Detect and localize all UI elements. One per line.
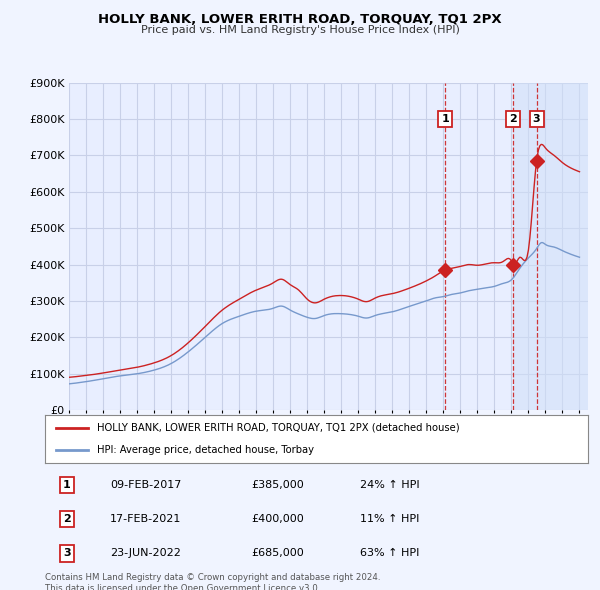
Text: 24% ↑ HPI: 24% ↑ HPI (360, 480, 419, 490)
Text: 09-FEB-2017: 09-FEB-2017 (110, 480, 182, 490)
Text: 2: 2 (63, 514, 71, 524)
Text: 2: 2 (509, 114, 517, 124)
Text: £385,000: £385,000 (251, 480, 304, 490)
Text: 3: 3 (63, 549, 71, 558)
Text: £400,000: £400,000 (251, 514, 304, 524)
Text: HOLLY BANK, LOWER ERITH ROAD, TORQUAY, TQ1 2PX (detached house): HOLLY BANK, LOWER ERITH ROAD, TORQUAY, T… (97, 423, 459, 433)
Text: 17-FEB-2021: 17-FEB-2021 (110, 514, 182, 524)
Text: Price paid vs. HM Land Registry's House Price Index (HPI): Price paid vs. HM Land Registry's House … (140, 25, 460, 35)
Text: 3: 3 (533, 114, 541, 124)
Text: 11% ↑ HPI: 11% ↑ HPI (360, 514, 419, 524)
Text: HOLLY BANK, LOWER ERITH ROAD, TORQUAY, TQ1 2PX: HOLLY BANK, LOWER ERITH ROAD, TORQUAY, T… (98, 13, 502, 26)
Text: HPI: Average price, detached house, Torbay: HPI: Average price, detached house, Torb… (97, 445, 314, 455)
Text: 23-JUN-2022: 23-JUN-2022 (110, 549, 181, 558)
Text: 1: 1 (442, 114, 449, 124)
Text: 63% ↑ HPI: 63% ↑ HPI (360, 549, 419, 558)
Bar (514, 83, 588, 410)
Text: Contains HM Land Registry data © Crown copyright and database right 2024.
This d: Contains HM Land Registry data © Crown c… (45, 573, 380, 590)
Text: 1: 1 (63, 480, 71, 490)
Text: £685,000: £685,000 (251, 549, 304, 558)
